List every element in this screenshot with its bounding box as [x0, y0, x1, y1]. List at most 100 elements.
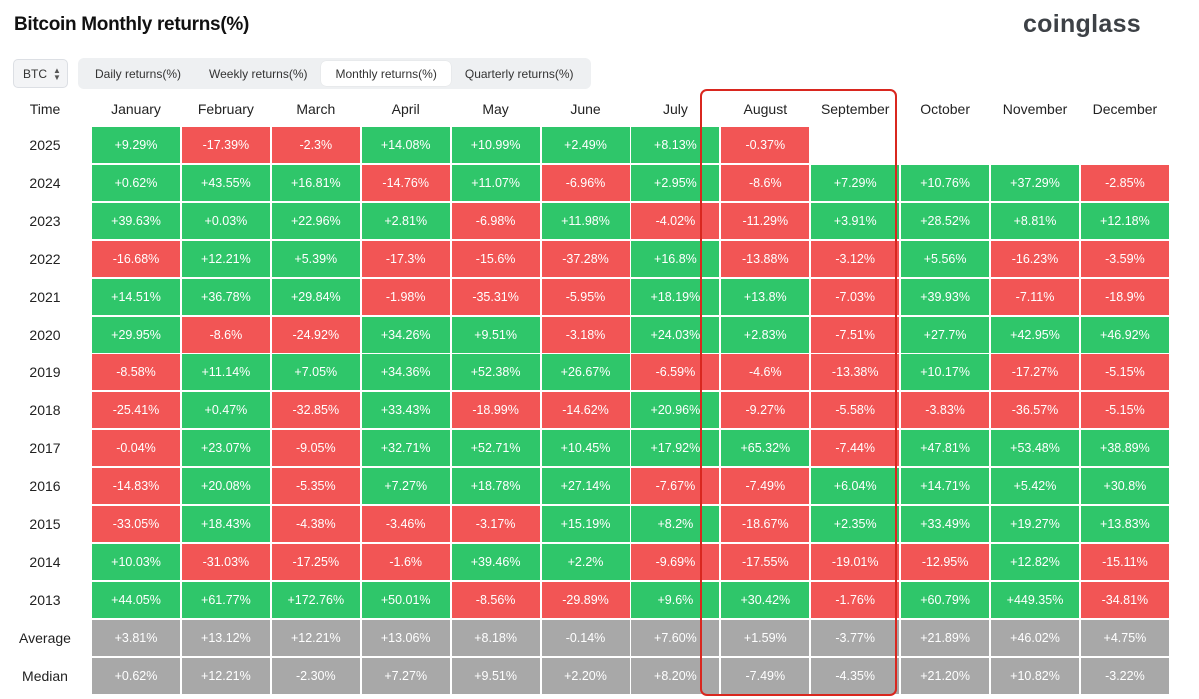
row-label-2020: 2020 — [29, 326, 61, 343]
return-cell-2022-february: +12.21% — [181, 240, 270, 277]
return-cell-2022-april: -17.3% — [361, 240, 450, 277]
return-cell-2017-march: -9.05% — [271, 430, 360, 467]
return-cell-2014-august: -17.55% — [721, 543, 810, 580]
return-cell-average-july: +7.60% — [631, 619, 720, 656]
column-header-december: December — [1092, 101, 1158, 117]
table-header-row: Time January February March April May June Jul… — [0, 96, 1199, 122]
tab-daily-returns[interactable]: Daily returns(%) — [95, 66, 182, 81]
return-cell-2021-july: +18.19% — [631, 278, 720, 315]
return-cell-2024-april: -14.76% — [361, 164, 450, 201]
return-cell-2015-november: +19.27% — [991, 506, 1079, 542]
return-cell-2016-september: +6.04% — [811, 468, 900, 505]
return-cell-2025-august: -0.37% — [721, 127, 810, 163]
return-cell-2018-august: -9.27% — [721, 392, 810, 429]
return-cell-2015-june: +15.19% — [541, 506, 630, 542]
return-cell-average-november: +46.02% — [991, 619, 1079, 656]
return-cell-2023-january: +39.63% — [92, 202, 180, 239]
return-cell-2025-february: -17.39% — [181, 127, 270, 163]
column-header-september: September — [820, 101, 890, 117]
return-cell-2022-january: -16.68% — [92, 240, 180, 277]
return-cell-2023-august: -11.29% — [721, 202, 810, 239]
return-cell-2021-january: +14.51% — [92, 278, 180, 315]
return-cell-2015-july: +8.2% — [631, 506, 720, 542]
return-cell-average-october: +21.89% — [901, 619, 990, 656]
return-cell-2017-july: +17.92% — [631, 430, 720, 467]
tab-quarterly-returns[interactable]: Quarterly returns(%) — [464, 66, 574, 81]
return-cell-2020-october: +27.7% — [901, 316, 990, 353]
return-cell-2017-january: -0.04% — [92, 430, 180, 467]
return-cell-2013-february: +61.77% — [181, 581, 270, 618]
return-cell-2024-november: +37.29% — [991, 164, 1079, 201]
return-cell-2022-june: -37.28% — [541, 240, 630, 277]
column-header-time: Time — [29, 101, 61, 117]
return-cell-2024-august: -8.6% — [721, 164, 810, 201]
return-cell-2017-august: +65.32% — [721, 430, 810, 467]
return-cell-median-may: +9.51% — [451, 657, 540, 694]
return-cell-2022-may: -15.6% — [451, 240, 540, 277]
return-cell-2013-october: +60.79% — [901, 581, 990, 618]
return-cell-2013-january: +44.05% — [92, 581, 180, 618]
row-label-2017: 2017 — [29, 440, 61, 457]
column-header-november: November — [1002, 101, 1068, 117]
return-cell-2019-april: +34.36% — [361, 354, 450, 391]
return-cell-2018-november: -36.57% — [991, 392, 1079, 429]
return-cell-median-december: -3.22% — [1080, 657, 1169, 694]
return-cell-2025-april: +14.08% — [361, 127, 450, 163]
return-cell-2020-january: +29.95% — [92, 316, 180, 353]
return-cell-median-september: -4.35% — [811, 657, 900, 694]
column-header-june: June — [570, 101, 601, 117]
return-cell-2016-march: -5.35% — [271, 468, 360, 505]
return-cell-2023-september: +3.91% — [811, 202, 900, 239]
return-cell-2018-july: +20.96% — [631, 392, 720, 429]
return-cell-2024-october: +10.76% — [901, 164, 990, 201]
coin-select[interactable]: BTC ▲ ▼ — [13, 59, 68, 88]
return-cell-2016-february: +20.08% — [181, 468, 270, 505]
return-cell-2014-july: -9.69% — [631, 543, 720, 580]
column-header-august: August — [743, 101, 788, 117]
return-cell-2014-december: -15.11% — [1080, 543, 1169, 580]
return-cell-2015-february: +18.43% — [181, 506, 270, 542]
return-cell-2022-august: -13.88% — [721, 240, 810, 277]
return-cell-2015-march: -4.38% — [271, 506, 360, 542]
return-cell-2014-june: +2.2% — [541, 543, 630, 580]
return-cell-2018-march: -32.85% — [271, 392, 360, 429]
row-label-average: Average — [19, 629, 71, 646]
return-cell-2021-september: -7.03% — [811, 278, 900, 315]
return-cell-2025-march: -2.3% — [271, 127, 360, 163]
return-cell-2021-june: -5.95% — [541, 278, 630, 315]
return-cell-2021-august: +13.8% — [721, 278, 810, 315]
returns-tab-bar: Daily returns(%) Weekly returns(%) Month… — [78, 58, 591, 89]
return-cell-average-april: +13.06% — [361, 619, 450, 656]
return-cell-2024-may: +11.07% — [451, 164, 540, 201]
return-cell-average-september: -3.77% — [811, 619, 900, 656]
return-cell-average-august: +1.59% — [721, 619, 810, 656]
column-header-april: April — [391, 101, 420, 117]
return-cell-2014-april: -1.6% — [361, 543, 450, 580]
tab-weekly-returns[interactable]: Weekly returns(%) — [209, 66, 308, 81]
return-cell-2019-september: -13.38% — [811, 354, 900, 391]
return-cell-2015-may: -3.17% — [451, 506, 540, 542]
return-cell-2016-january: -14.83% — [92, 468, 180, 505]
row-label-2024: 2024 — [29, 174, 61, 191]
return-cell-2020-february: -8.6% — [181, 316, 270, 353]
row-label-2013: 2013 — [29, 591, 61, 608]
return-cell-2017-february: +23.07% — [181, 430, 270, 467]
coin-select-value: BTC — [23, 66, 47, 81]
return-cell-2018-june: -14.62% — [541, 392, 630, 429]
return-cell-2014-october: -12.95% — [901, 543, 990, 580]
return-cell-2021-march: +29.84% — [271, 278, 360, 315]
return-cell-median-march: -2.30% — [271, 657, 360, 694]
row-label-2015: 2015 — [29, 516, 61, 532]
return-cell-average-february: +13.12% — [181, 619, 270, 656]
return-cell-2019-july: -6.59% — [631, 354, 720, 391]
return-cell-2023-february: +0.03% — [181, 202, 270, 239]
row-label-2014: 2014 — [29, 553, 61, 570]
return-cell-2014-november: +12.82% — [991, 543, 1079, 580]
return-cell-2020-december: +46.92% — [1080, 316, 1169, 353]
return-cell-2017-may: +52.71% — [451, 430, 540, 467]
return-cell-2019-february: +11.14% — [181, 354, 270, 391]
return-cell-2015-august: -18.67% — [721, 506, 810, 542]
column-header-may: May — [482, 101, 509, 117]
tab-monthly-returns[interactable]: Monthly returns(%) — [321, 61, 451, 86]
return-cell-2019-august: -4.6% — [721, 354, 810, 391]
